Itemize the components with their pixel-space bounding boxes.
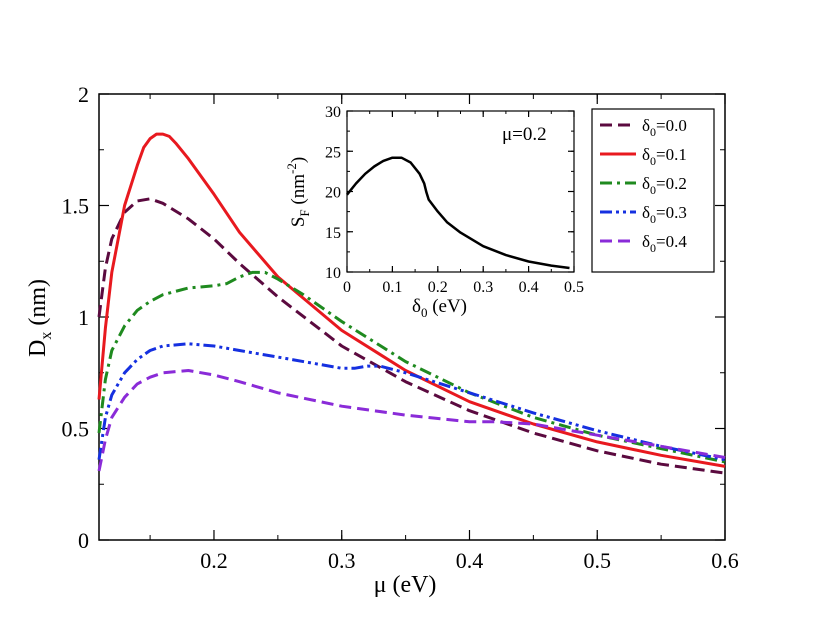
inset-x-tick-label: 0.3 [473, 279, 493, 296]
main-x-tick-label: 0.3 [328, 548, 356, 573]
inset-y-tick-label: 30 [325, 104, 341, 121]
inset-series-line-0 [346, 156, 570, 270]
main-series-line-4 [97, 369, 726, 472]
legend-label-2: δ0=0.2 [642, 174, 687, 197]
main-series-line-1 [97, 132, 726, 468]
inset-y-axis: 10 15 20 25 30 [325, 104, 574, 282]
inset-x-axis-title-sub: 0 [421, 305, 428, 320]
inset-x-axis-title: δ0 (eV) [412, 296, 467, 320]
inset-y-axis-title-unit: (nm [288, 174, 309, 210]
legend-label-3: δ0=0.3 [642, 203, 687, 226]
legend-label-1: δ0=0.1 [642, 145, 687, 168]
main-y-axis-title: Dx (nm) [25, 279, 55, 357]
inset-y-tick-label: 20 [325, 185, 341, 202]
inset-x-tick-label: 0.2 [428, 279, 448, 296]
main-y-tick-label: 1.5 [62, 194, 90, 219]
main-y-axis-title-main: D [25, 340, 51, 357]
main-series-group [97, 132, 726, 475]
inset-series-group [346, 156, 570, 270]
svg-text:Dx (nm): Dx (nm) [25, 279, 55, 357]
main-y-tick-label: 2 [78, 82, 89, 107]
main-y-axis-title-unit: (nm) [25, 279, 51, 332]
main-series-line-3 [97, 342, 726, 462]
inset-x-tick-label: 0.5 [564, 279, 584, 296]
main-y-tick-label: 0.5 [62, 417, 90, 442]
inset-y-axis-title: SF (nm-2) [284, 157, 312, 227]
main-y-tick-label: 1 [78, 305, 89, 330]
main-y-tick-label: 0 [78, 528, 89, 553]
legend: δ0=0.0 δ0=0.1 δ0=0.2 δ0=0.3 δ0=0.4 [591, 108, 715, 273]
inset-y-axis-title-close: ) [288, 157, 309, 163]
inset-x-tick-label: 0 [343, 279, 351, 296]
inset-y-tick-label: 10 [325, 265, 341, 282]
main-y-axis-title-sub: x [38, 332, 55, 340]
inset-x-tick-label: 0.1 [382, 279, 402, 296]
inset-x-axis: 0 0.1 0.2 0.3 0.4 0.5 [343, 111, 584, 296]
inset-x-axis-title-main: δ [412, 296, 421, 317]
inset-plot-frame [346, 110, 575, 273]
main-x-axis: 0.2 0.3 0.4 0.5 0.6 [149, 94, 739, 573]
main-series-line-0 [97, 197, 726, 475]
legend-frame [591, 108, 715, 273]
svg-text:SF (nm-2): SF (nm-2) [284, 157, 312, 227]
main-x-tick-label: 0.2 [200, 548, 228, 573]
inset-x-tick-label: 0.4 [519, 279, 539, 296]
legend-label-0: δ0=0.0 [642, 116, 687, 139]
inset-y-tick-label: 15 [325, 225, 341, 242]
main-x-tick-label: 0.5 [583, 548, 611, 573]
inset-y-axis-title-sub: F [297, 209, 312, 216]
main-x-tick-label: 0.4 [456, 548, 484, 573]
inset-x-axis-title-unit: (eV) [427, 296, 467, 317]
inset-annotation: μ=0.2 [502, 124, 547, 145]
inset-y-tick-label: 25 [325, 144, 341, 161]
inset-y-axis-title-main: S [288, 217, 309, 228]
legend-label-4: δ0=0.4 [642, 232, 687, 255]
inset-y-axis-title-exp: -2 [284, 163, 299, 174]
main-x-axis-title: μ (eV) [374, 572, 437, 598]
main-x-tick-label: 0.6 [711, 548, 739, 573]
